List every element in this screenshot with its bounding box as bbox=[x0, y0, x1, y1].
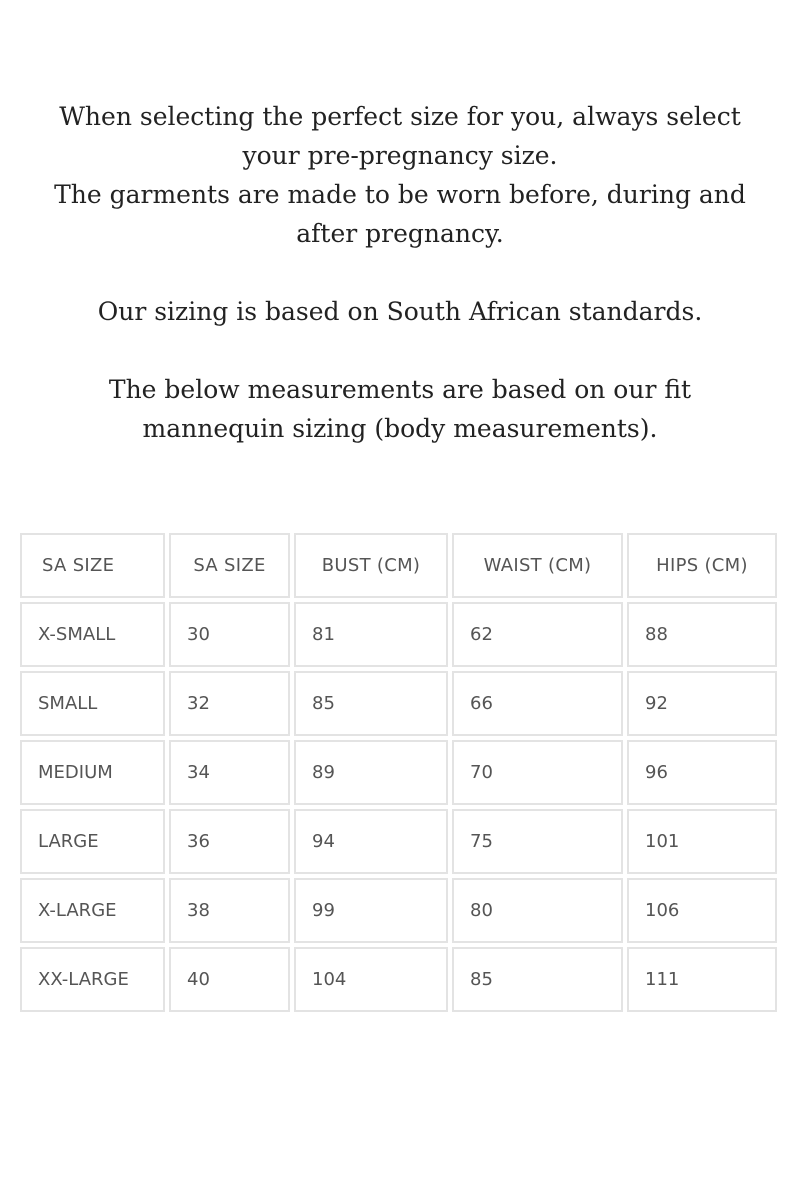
intro-line: mannequin sizing (body measurements). bbox=[142, 414, 658, 443]
column-header: BUST (CM) bbox=[294, 533, 448, 598]
table-cell: 94 bbox=[294, 809, 448, 874]
table-cell: 30 bbox=[169, 602, 290, 667]
table-cell: LARGE bbox=[20, 809, 165, 874]
size-chart-table: SA SIZE SA SIZE BUST (CM) WAIST (CM) HIP… bbox=[16, 529, 781, 1016]
table-row: XX-LARGE 40 104 85 111 bbox=[20, 947, 777, 1012]
table-cell: SMALL bbox=[20, 671, 165, 736]
intro-line: after pregnancy. bbox=[296, 219, 504, 248]
table-cell: 80 bbox=[452, 878, 623, 943]
table-cell: 34 bbox=[169, 740, 290, 805]
table-cell: X-SMALL bbox=[20, 602, 165, 667]
table-cell: 111 bbox=[627, 947, 777, 1012]
table-row: X-LARGE 38 99 80 106 bbox=[20, 878, 777, 943]
intro-line: your pre-pregnancy size. bbox=[242, 141, 558, 170]
table-cell: 85 bbox=[452, 947, 623, 1012]
intro-text: When selecting the perfect size for you,… bbox=[20, 97, 780, 448]
table-cell: X-LARGE bbox=[20, 878, 165, 943]
table-cell: 104 bbox=[294, 947, 448, 1012]
table-row: SMALL 32 85 66 92 bbox=[20, 671, 777, 736]
table-cell: 38 bbox=[169, 878, 290, 943]
table-cell: 81 bbox=[294, 602, 448, 667]
table-cell: 101 bbox=[627, 809, 777, 874]
table-cell: 92 bbox=[627, 671, 777, 736]
table-row: X-SMALL 30 81 62 88 bbox=[20, 602, 777, 667]
table-cell: 96 bbox=[627, 740, 777, 805]
column-header: WAIST (CM) bbox=[452, 533, 623, 598]
table-row: LARGE 36 94 75 101 bbox=[20, 809, 777, 874]
intro-line: The garments are made to be worn before,… bbox=[54, 180, 746, 209]
table-cell: 66 bbox=[452, 671, 623, 736]
table-cell: 32 bbox=[169, 671, 290, 736]
table-cell: 70 bbox=[452, 740, 623, 805]
intro-line: When selecting the perfect size for you,… bbox=[59, 102, 741, 131]
table-cell: 40 bbox=[169, 947, 290, 1012]
table-cell: 62 bbox=[452, 602, 623, 667]
column-header: SA SIZE bbox=[169, 533, 290, 598]
table-cell: XX-LARGE bbox=[20, 947, 165, 1012]
table-cell: MEDIUM bbox=[20, 740, 165, 805]
column-header: HIPS (CM) bbox=[627, 533, 777, 598]
table-cell: 99 bbox=[294, 878, 448, 943]
table-cell: 36 bbox=[169, 809, 290, 874]
intro-line: Our sizing is based on South African sta… bbox=[97, 297, 703, 326]
table-row: MEDIUM 34 89 70 96 bbox=[20, 740, 777, 805]
table-cell: 88 bbox=[627, 602, 777, 667]
intro-line: The below measurements are based on our … bbox=[108, 375, 692, 404]
table-cell: 89 bbox=[294, 740, 448, 805]
table-cell: 75 bbox=[452, 809, 623, 874]
table-cell: 85 bbox=[294, 671, 448, 736]
table-cell: 106 bbox=[627, 878, 777, 943]
column-header: SA SIZE bbox=[20, 533, 165, 598]
table-header-row: SA SIZE SA SIZE BUST (CM) WAIST (CM) HIP… bbox=[20, 533, 777, 598]
